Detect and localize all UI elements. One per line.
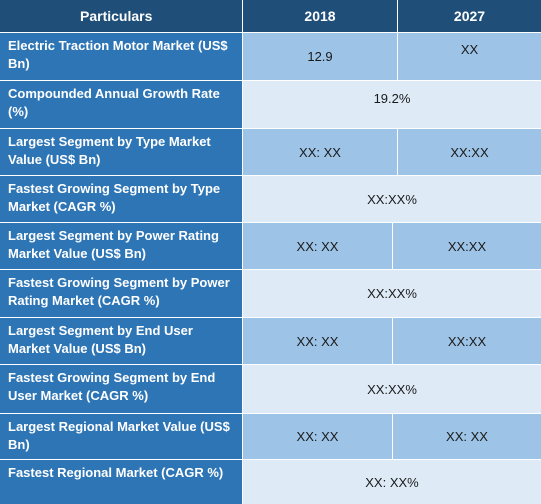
row-fastest-power-value: XX:XX% bbox=[243, 270, 541, 318]
row-label-fastest-region: Fastest Regional Market (CAGR %) bbox=[0, 460, 243, 504]
row-largest-power-2018: XX: XX bbox=[243, 223, 393, 270]
row-fastest-region-value: XX: XX% bbox=[243, 460, 541, 504]
row-largest-region-2018: XX: XX bbox=[243, 414, 393, 460]
header-particulars: Particulars bbox=[0, 0, 243, 33]
row-label-largest-region: Largest Regional Market Value (US$ Bn) bbox=[0, 414, 243, 460]
row-largest-region-2027: XX: XX bbox=[393, 414, 541, 460]
row-largest-type-2027: XX:XX bbox=[398, 129, 541, 176]
row-largest-power-2027: XX:XX bbox=[393, 223, 541, 270]
row-label-fastest-type: Fastest Growing Segment by Type Market (… bbox=[0, 176, 243, 223]
row-label-fastest-power: Fastest Growing Segment by Power Rating … bbox=[0, 270, 243, 318]
row-fastest-type-value: XX:XX% bbox=[243, 176, 541, 223]
row-label-cagr: Compounded Annual Growth Rate (%) bbox=[0, 81, 243, 129]
row-market-value-2027: XX bbox=[398, 33, 541, 81]
row-largest-type-2018: XX: XX bbox=[243, 129, 398, 176]
row-label-largest-end-user: Largest Segment by End User Market Value… bbox=[0, 318, 243, 365]
row-label-largest-type: Largest Segment by Type Market Value (US… bbox=[0, 129, 243, 176]
row-largest-end-user-2018: XX: XX bbox=[243, 318, 393, 365]
row-cagr-value: 19.2% bbox=[243, 81, 541, 129]
row-label-largest-power: Largest Segment by Power Rating Market V… bbox=[0, 223, 243, 270]
row-market-value-2018: 12.9 bbox=[243, 33, 398, 81]
row-fastest-end-user-value: XX:XX% bbox=[243, 365, 541, 414]
header-2027: 2027 bbox=[398, 0, 541, 33]
header-2018: 2018 bbox=[243, 0, 398, 33]
row-label-market-value: Electric Traction Motor Market (US$ Bn) bbox=[0, 33, 243, 81]
row-largest-end-user-2027: XX:XX bbox=[393, 318, 541, 365]
row-label-fastest-end-user: Fastest Growing Segment by End User Mark… bbox=[0, 365, 243, 414]
